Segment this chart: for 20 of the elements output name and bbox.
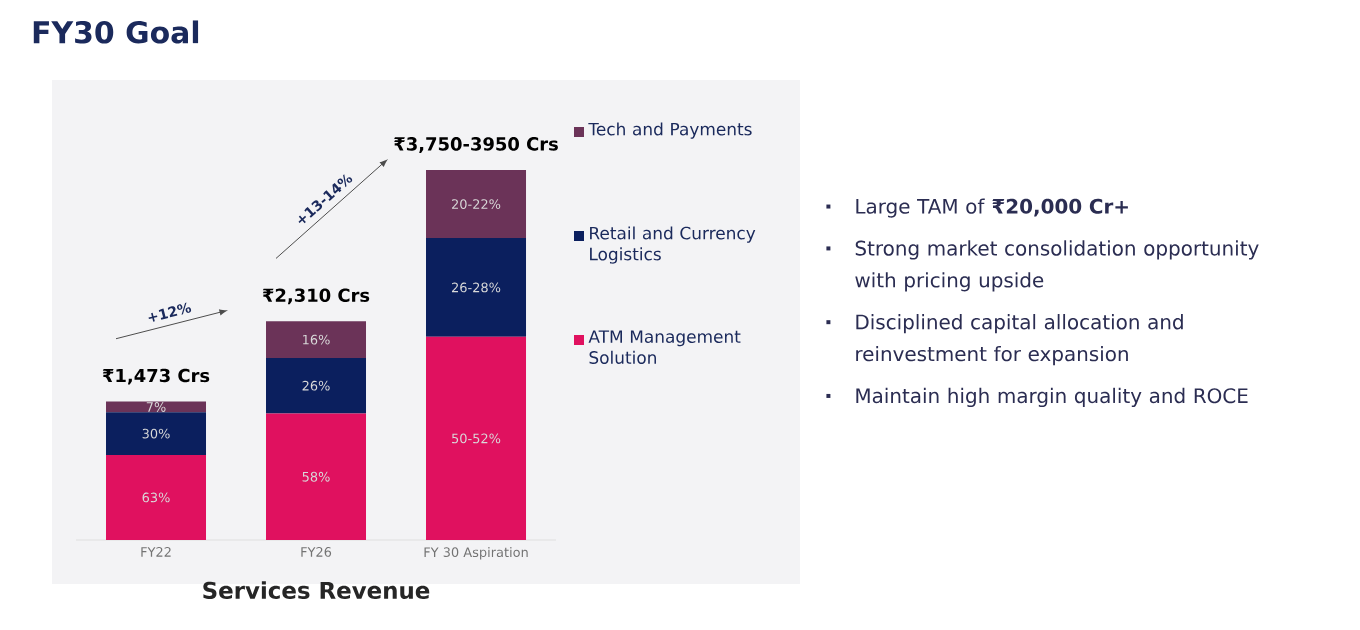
annotation: ₹2,310 Crs bbox=[262, 288, 370, 305]
bar bbox=[426, 336, 527, 540]
bar bbox=[426, 169, 527, 239]
text: Strong market consolidation opportunity with pricing upside bbox=[855, 240, 1259, 292]
text: ₹3,750-3950 Crs bbox=[394, 137, 558, 153]
text: Disciplined capital allocation and reinvestment for expansion bbox=[856, 314, 1183, 366]
legend-label: ATM Management Solution bbox=[588, 330, 741, 364]
legend-label: Retail and Currency Logistics bbox=[590, 226, 756, 264]
bar bbox=[426, 238, 527, 337]
bar bbox=[266, 413, 367, 540]
chart-title: FY30 Goal bbox=[33, 20, 199, 44]
bar bbox=[266, 357, 367, 414]
bar bbox=[266, 321, 367, 358]
text: Maintain high margin quality and ROCE bbox=[856, 387, 1248, 408]
bar bbox=[106, 412, 207, 455]
legend-label: Tech and Payments bbox=[588, 122, 752, 139]
bar bbox=[106, 454, 207, 540]
text: Large TAM of ₹20,000 Cr+ bbox=[856, 198, 1128, 218]
annotation: ₹1,473 Crs bbox=[102, 368, 210, 385]
x-axis-title: Services Revenue bbox=[203, 581, 430, 599]
